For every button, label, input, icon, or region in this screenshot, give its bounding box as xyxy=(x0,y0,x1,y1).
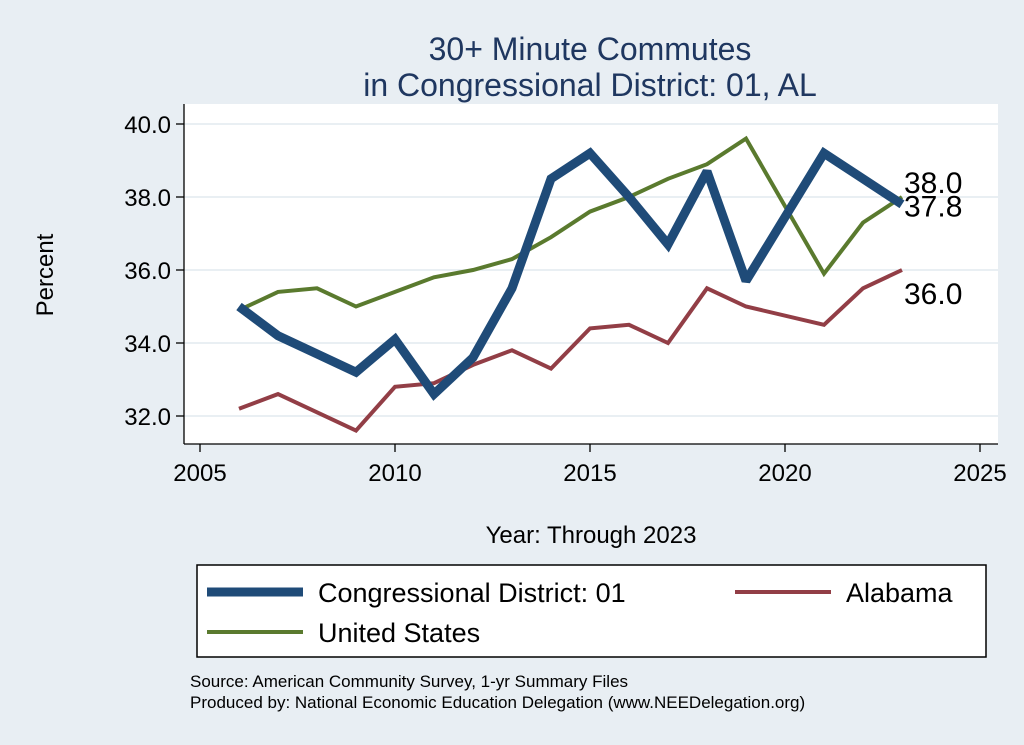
legend-label-united-states: United States xyxy=(318,618,480,648)
series-alabama-end-label: 36.0 xyxy=(904,278,962,311)
chart-title-line-1: 30+ Minute Commutes xyxy=(429,31,752,67)
y-tick-label-0: 32.0 xyxy=(124,404,171,431)
x-tick-label-2: 2015 xyxy=(563,460,616,487)
y-tick-label-2: 36.0 xyxy=(124,258,171,285)
x-tick-label-1: 2010 xyxy=(368,460,421,487)
series-district-end-label: 37.8 xyxy=(904,190,962,223)
series-district-line xyxy=(236,146,905,401)
y-tick-label-4: 40.0 xyxy=(124,112,171,139)
x-tick-label-4: 2025 xyxy=(953,460,1006,487)
x-tick-label-3: 2020 xyxy=(758,460,811,487)
y-tick-label-3: 38.0 xyxy=(124,185,171,212)
series-alabama-line xyxy=(238,268,903,434)
producer-note: Produced by: National Economic Education… xyxy=(190,693,805,712)
chart-title-line-2: in Congressional District: 01, AL xyxy=(363,67,817,103)
x-axis-ticks: 2005 2010 2015 2020 2025 xyxy=(173,444,1007,487)
y-axis-label: Percent xyxy=(32,233,59,316)
legend: Congressional District: 01 Alabama Unite… xyxy=(196,564,987,658)
y-tick-label-1: 34.0 xyxy=(124,331,171,358)
x-axis-label: Year: Through 2023 xyxy=(486,522,697,549)
end-labels: 37.8 36.0 38.0 xyxy=(904,167,962,311)
legend-box xyxy=(196,564,987,658)
series-lines xyxy=(236,135,905,434)
axes xyxy=(183,104,998,445)
legend-label-alabama: Alabama xyxy=(846,578,954,608)
series-united-states-line xyxy=(238,135,904,313)
x-tick-label-0: 2005 xyxy=(173,460,226,487)
series-united-states-end-label: 38.0 xyxy=(904,167,962,200)
source-note: Source: American Community Survey, 1-yr … xyxy=(190,672,628,691)
gridlines xyxy=(184,123,998,417)
legend-label-district: Congressional District: 01 xyxy=(318,578,626,608)
y-axis-ticks: 32.0 34.0 36.0 38.0 40.0 xyxy=(124,112,184,431)
